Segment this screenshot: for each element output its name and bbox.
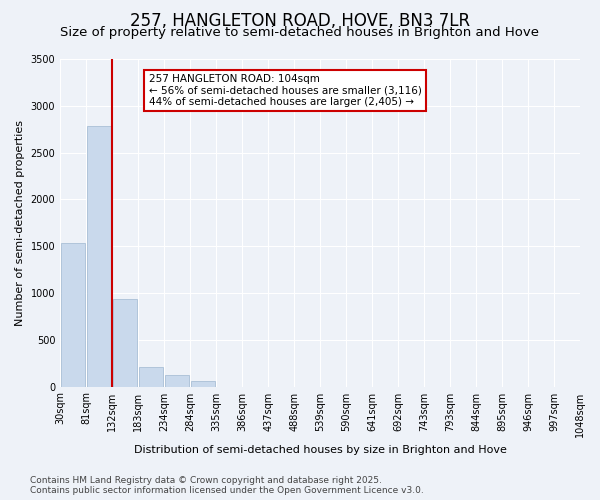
Bar <box>165 376 189 386</box>
Text: Contains HM Land Registry data © Crown copyright and database right 2025.
Contai: Contains HM Land Registry data © Crown c… <box>30 476 424 495</box>
Bar <box>139 367 163 386</box>
Bar <box>61 244 85 386</box>
Text: 257, HANGLETON ROAD, HOVE, BN3 7LR: 257, HANGLETON ROAD, HOVE, BN3 7LR <box>130 12 470 30</box>
Bar <box>191 382 215 386</box>
Y-axis label: Number of semi-detached properties: Number of semi-detached properties <box>15 120 25 326</box>
Text: Size of property relative to semi-detached houses in Brighton and Hove: Size of property relative to semi-detach… <box>61 26 539 39</box>
X-axis label: Distribution of semi-detached houses by size in Brighton and Hove: Distribution of semi-detached houses by … <box>134 445 506 455</box>
Bar <box>113 298 137 386</box>
Text: 257 HANGLETON ROAD: 104sqm
← 56% of semi-detached houses are smaller (3,116)
44%: 257 HANGLETON ROAD: 104sqm ← 56% of semi… <box>149 74 421 107</box>
Bar <box>87 126 111 386</box>
